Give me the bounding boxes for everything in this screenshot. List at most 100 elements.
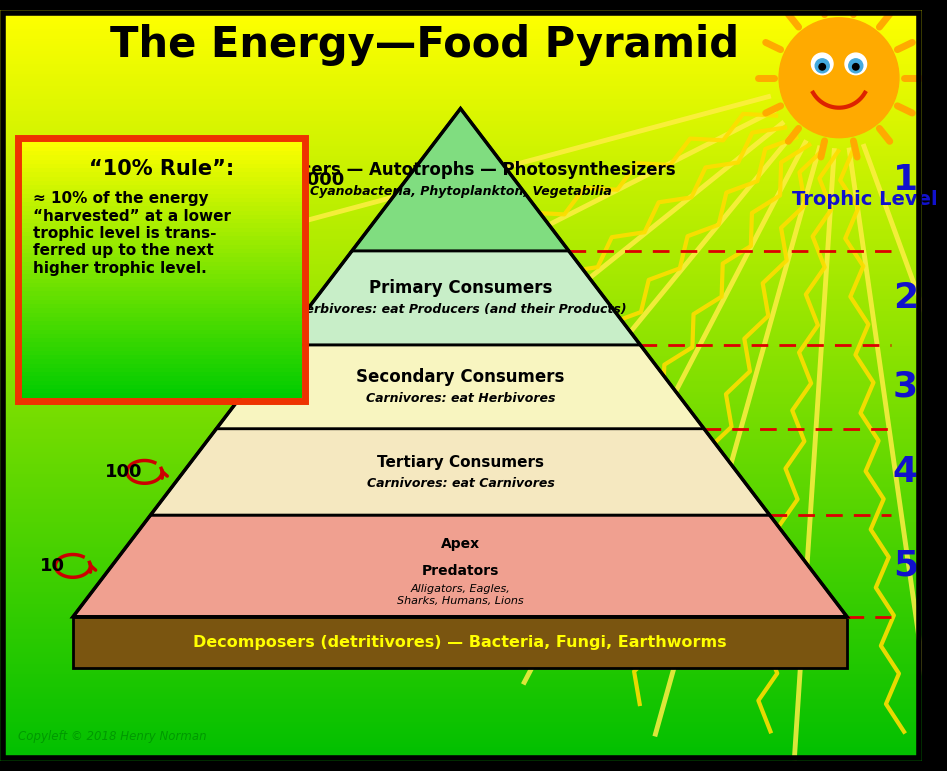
Bar	[0, 463, 922, 466]
Bar	[22, 193, 301, 197]
Bar	[22, 328, 301, 333]
Bar	[0, 321, 922, 323]
Bar	[0, 213, 922, 215]
Bar	[0, 128, 922, 130]
Bar	[0, 40, 922, 42]
Bar	[0, 390, 922, 393]
Bar	[0, 576, 922, 578]
Bar	[0, 406, 922, 408]
Bar	[0, 723, 922, 726]
Text: 2: 2	[893, 281, 918, 315]
Bar	[0, 496, 922, 498]
Bar	[0, 163, 922, 165]
Bar	[0, 611, 922, 613]
Bar	[0, 616, 922, 618]
Bar	[0, 368, 922, 371]
Bar	[0, 493, 922, 496]
Bar	[0, 261, 922, 263]
Bar	[0, 633, 922, 636]
Bar	[0, 50, 922, 52]
Bar	[0, 335, 922, 338]
Bar	[0, 143, 922, 145]
Bar	[22, 388, 301, 392]
Bar	[0, 671, 922, 673]
Bar	[0, 200, 922, 203]
Bar	[0, 593, 922, 596]
Bar	[0, 583, 922, 586]
Bar	[0, 301, 922, 303]
Bar	[0, 443, 922, 446]
Bar	[0, 125, 922, 128]
Bar	[0, 12, 922, 15]
Bar	[0, 446, 922, 448]
Bar	[22, 265, 301, 269]
Bar	[22, 325, 301, 328]
Bar	[0, 685, 922, 689]
Bar	[0, 546, 922, 548]
Bar	[0, 383, 922, 386]
Bar	[0, 130, 922, 133]
Text: The Energy—Food Pyramid: The Energy—Food Pyramid	[110, 24, 739, 66]
Bar	[22, 218, 301, 222]
Polygon shape	[73, 515, 847, 617]
Bar	[0, 363, 922, 365]
Bar	[0, 218, 922, 221]
Text: 1: 1	[893, 163, 918, 197]
Bar	[22, 252, 301, 257]
Bar	[0, 22, 922, 25]
Bar	[0, 45, 922, 48]
Bar	[22, 291, 301, 295]
Bar	[22, 154, 301, 159]
Bar	[0, 138, 922, 140]
Bar	[0, 613, 922, 616]
Bar	[0, 66, 922, 68]
Bar	[0, 621, 922, 623]
Bar	[22, 214, 301, 218]
Bar	[0, 113, 922, 116]
Text: Trophic Level: Trophic Level	[792, 190, 938, 210]
Bar	[0, 476, 922, 478]
Bar	[0, 665, 922, 668]
Bar	[0, 273, 922, 275]
Bar	[0, 705, 922, 709]
Bar	[0, 90, 922, 93]
Bar	[0, 458, 922, 460]
Circle shape	[852, 63, 859, 70]
Bar	[0, 558, 922, 561]
Bar	[0, 438, 922, 440]
Bar	[0, 190, 922, 193]
Bar	[22, 205, 301, 210]
Bar	[0, 468, 922, 470]
Circle shape	[819, 63, 826, 70]
Bar	[0, 150, 922, 153]
Bar	[0, 668, 922, 671]
Bar	[0, 348, 922, 351]
Bar	[0, 416, 922, 418]
Bar	[0, 631, 922, 633]
Bar	[0, 420, 922, 423]
Bar	[0, 603, 922, 606]
Bar	[22, 282, 301, 286]
Bar	[0, 82, 922, 86]
Bar	[0, 486, 922, 488]
Bar	[0, 711, 922, 713]
Bar	[22, 180, 301, 184]
Text: Primary Consumers: Primary Consumers	[368, 279, 552, 297]
Bar	[0, 743, 922, 746]
Bar	[0, 228, 922, 231]
Bar	[0, 751, 922, 753]
Bar	[0, 313, 922, 315]
Bar	[22, 299, 301, 303]
Bar	[0, 428, 922, 430]
Bar	[0, 386, 922, 388]
Bar	[0, 148, 922, 150]
Bar	[0, 158, 922, 160]
Bar	[0, 598, 922, 601]
Bar	[0, 38, 922, 40]
Bar	[0, 440, 922, 443]
Bar	[0, 703, 922, 705]
Bar	[22, 240, 301, 244]
Bar	[0, 281, 922, 283]
Bar	[0, 418, 922, 420]
Bar	[0, 361, 922, 363]
